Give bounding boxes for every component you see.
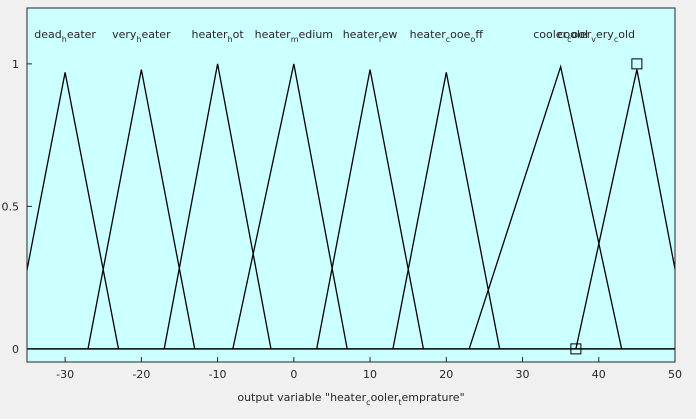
label-part: ooe [450,28,470,41]
label-part: h [136,35,141,44]
label-part: heater [191,28,228,41]
membership-line [232,63,348,350]
selected-point [570,343,582,355]
series-label: coolercool [533,28,588,44]
label-part: ery [596,28,614,41]
label-part: ool [572,28,589,41]
label-part: c [614,35,618,44]
label-part: ot [233,28,245,41]
series-label: heaterfew [343,28,398,44]
label-part: output variable "heater [237,391,366,404]
label-part: old [618,28,635,41]
series-label: heatermedium [255,28,333,44]
selected-point [631,58,643,70]
label-part: t [398,398,401,407]
label-part: v [591,35,596,44]
y-tick-label: 0.5 [2,200,20,213]
label-part: m [291,35,299,44]
membership-line [575,69,675,350]
x-tick-label: 50 [668,368,682,381]
series-label: veryheater [112,28,171,44]
label-part: eater [141,28,171,41]
x-tick-label: -20 [132,368,150,381]
membership-line [87,69,196,350]
axes-background [27,8,675,362]
label-part: f [379,35,382,44]
label-part: cooler [533,28,567,41]
x-tick-label: 10 [363,368,377,381]
x-tick-label: 0 [290,368,297,381]
label-part: heater [343,28,380,41]
plot-area [27,8,675,362]
x-tick-label: 30 [516,368,530,381]
label-part: c [366,398,370,407]
x-tick-label: 20 [439,368,453,381]
label-part: heater [410,28,447,41]
series-label: coolerverycold [557,28,635,44]
x-tick-label: -10 [209,368,227,381]
label-part: heater [255,28,292,41]
x-tick-label: -30 [56,368,74,381]
membership-line [468,64,623,350]
membership-line [392,72,501,350]
label-part: dead [34,28,61,41]
label-part: edium [299,28,334,41]
series-label: heaterhot [191,28,244,44]
y-tick-label: 0 [12,343,19,356]
label-part: o [470,35,475,44]
y-tick-label: 1 [12,58,19,71]
label-part: ew [382,28,398,41]
x-tick-label: 40 [592,368,606,381]
axes-box [26,7,676,363]
label-part: eater [67,28,97,41]
label-part: cooler [557,28,591,41]
label-part: ff [475,28,483,41]
label-part: ooler [371,391,399,404]
label-part: h [228,35,233,44]
label-part: very [112,28,137,41]
label-part: emprature" [402,391,465,404]
label-part: c [446,35,450,44]
x-axis-label: output variable "heatercoolertemprature" [237,391,464,407]
series-label: heatercooeoff [410,28,484,44]
label-part: c [567,35,571,44]
membership-line [27,72,120,350]
membership-line [316,69,425,350]
series-label: deadheater [34,28,96,44]
label-part: h [62,35,67,44]
